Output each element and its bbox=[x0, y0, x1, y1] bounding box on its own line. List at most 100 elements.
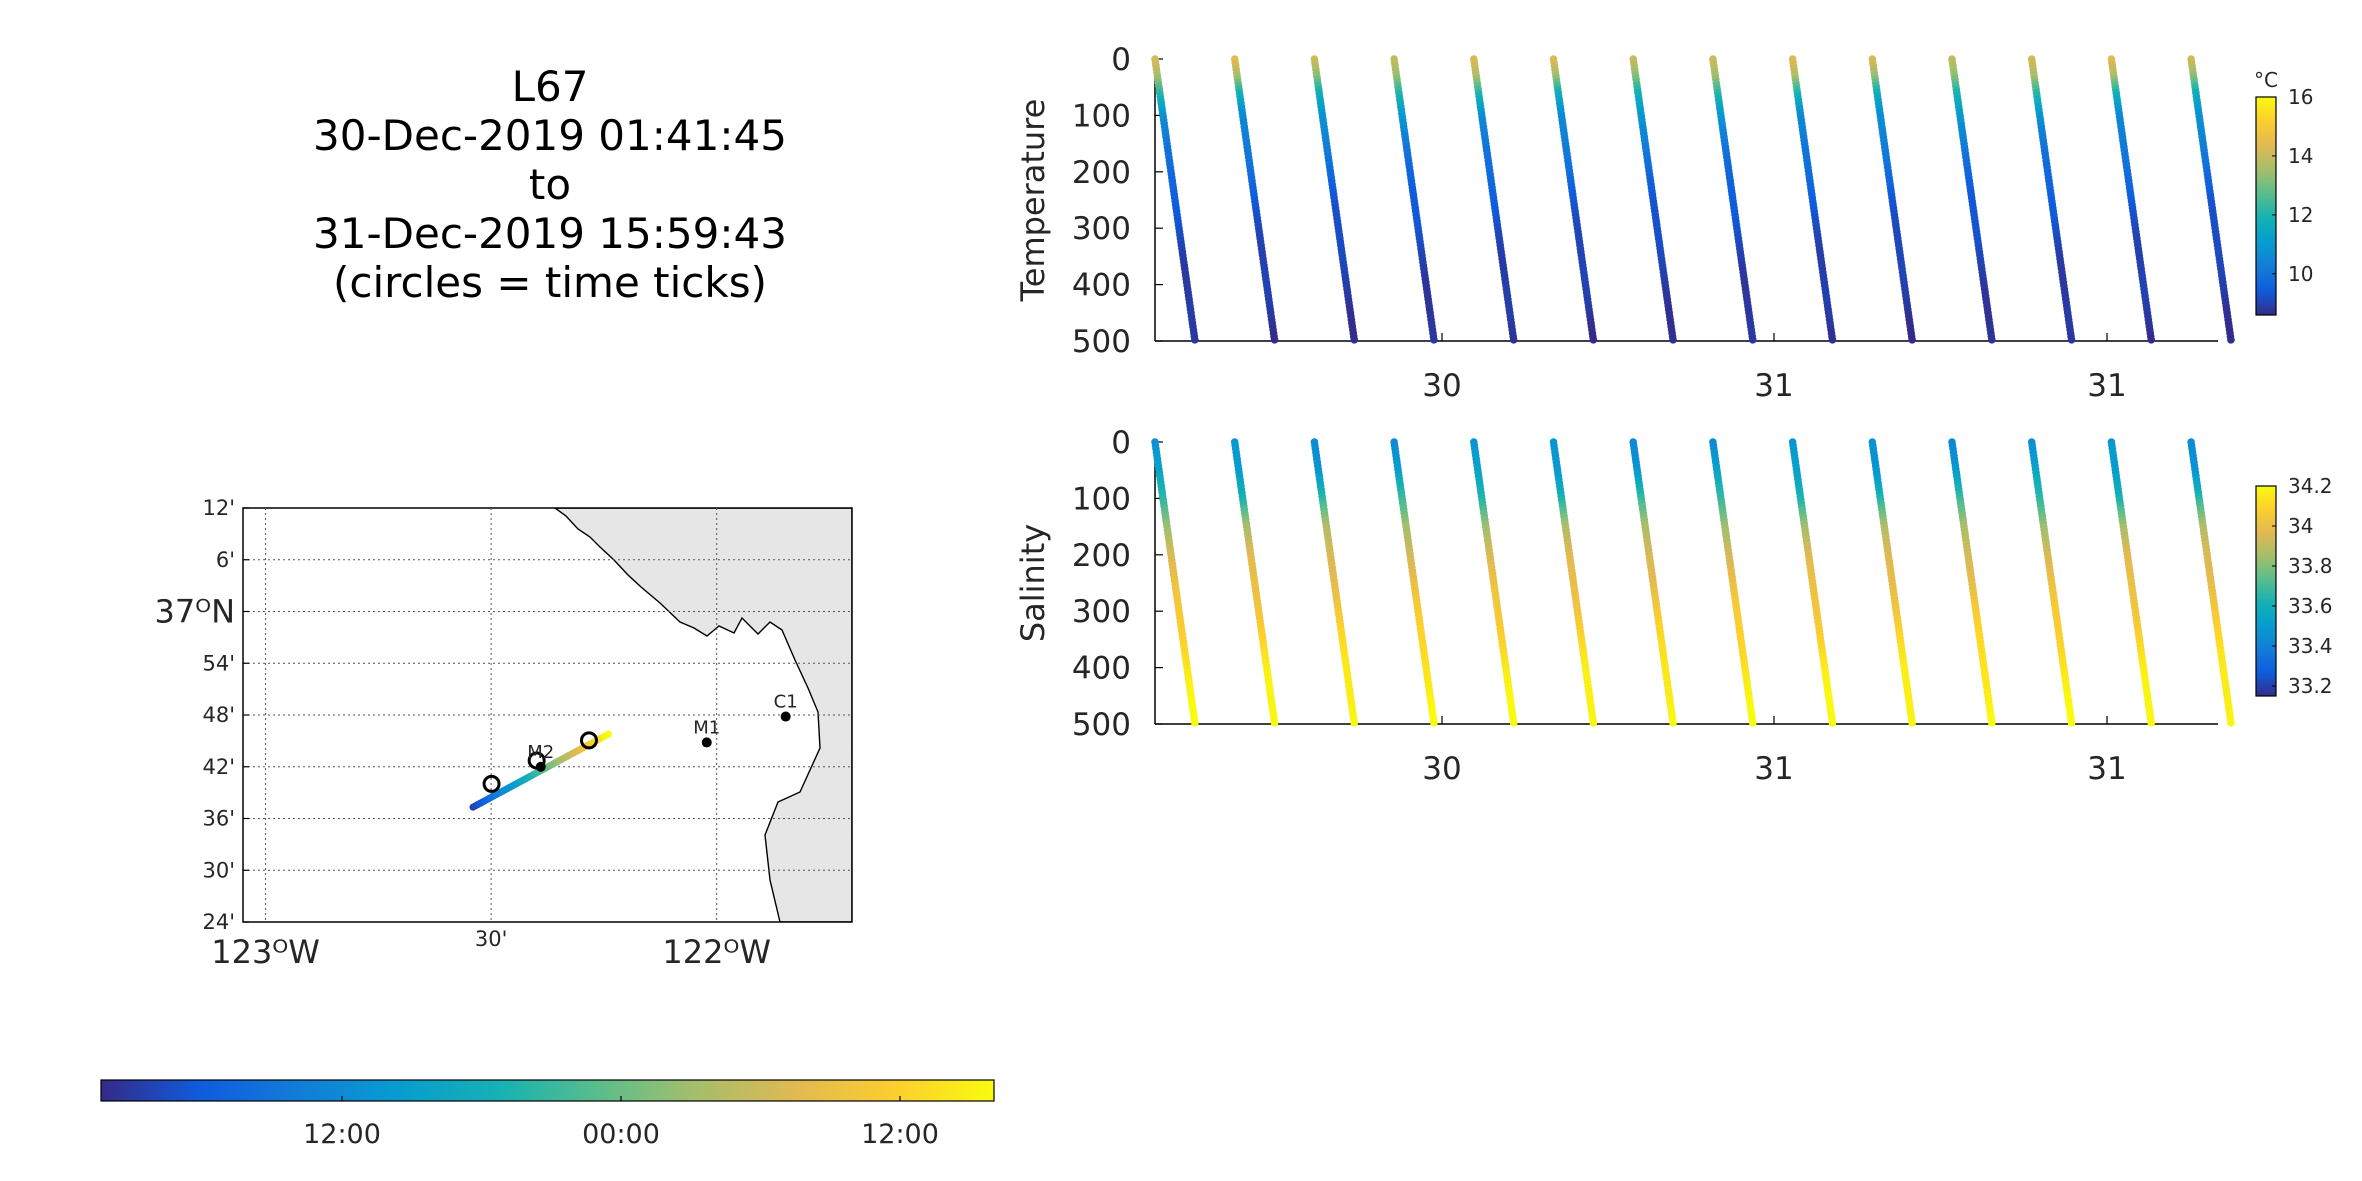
sal-y-tick-label: 0 bbox=[1111, 425, 1131, 461]
temp-y-tick-label: 0 bbox=[1111, 42, 1131, 78]
land-area bbox=[553, 508, 852, 922]
temp-profile bbox=[1151, 55, 1199, 344]
sal-data-point bbox=[1191, 719, 1199, 727]
sal-data-point bbox=[1270, 719, 1279, 727]
temp-data-point bbox=[1270, 336, 1279, 344]
sal-profile bbox=[1709, 438, 1757, 727]
temp-data-point bbox=[2067, 336, 2076, 344]
station-marker bbox=[701, 737, 712, 748]
station-label: M2 bbox=[527, 742, 554, 763]
temp-data-point bbox=[1669, 336, 1677, 344]
map-panel: 12' 6' 37ᴼN 54' 48' 42' 36' 30' 24' 123ᴼW 30' 122ᴼ… bbox=[154, 496, 853, 971]
temp-profile bbox=[1310, 55, 1359, 344]
temp-data-point bbox=[2147, 336, 2156, 344]
map-lat-tick-label: 30' bbox=[203, 858, 236, 882]
temp-profile bbox=[1470, 55, 1518, 344]
sal-profile bbox=[1230, 438, 1279, 727]
sal-y-axis-label: Salinity bbox=[1014, 524, 1052, 642]
map-lat-tick-label: 37ᴼN bbox=[154, 593, 235, 631]
temp-x-tick-label: 31 bbox=[1754, 368, 1793, 404]
sal-colorbar-label: 34 bbox=[2288, 514, 2313, 538]
map-lon-tick-label: 30' bbox=[475, 927, 508, 951]
map-lon-tick-label: 123ᴼW bbox=[211, 933, 320, 971]
station-marker bbox=[535, 761, 546, 772]
sal-colorbar bbox=[2255, 485, 2277, 697]
sal-data-point bbox=[1908, 719, 1916, 727]
title-line-end-time: 31-Dec-2019 15:59:43 bbox=[313, 209, 787, 258]
temp-data-point bbox=[1828, 336, 1837, 344]
map-lat-tick-label: 6' bbox=[216, 548, 235, 572]
temp-y-tick-label: 100 bbox=[1072, 98, 1131, 134]
temp-colorbar-label: 12 bbox=[2288, 203, 2313, 227]
temp-profile bbox=[1948, 55, 1996, 344]
map-lat-tick-label: 42' bbox=[203, 755, 236, 779]
time-colorbar-label: 12:00 bbox=[303, 1119, 381, 1150]
temp-profile bbox=[2027, 55, 2076, 344]
sal-x-tick-label: 31 bbox=[1754, 751, 1793, 787]
salinity-panel: 0 100 200 300 400 500 30 31 31 Salinity 33.2 33.4 33… bbox=[1014, 425, 2333, 787]
temp-data-point bbox=[1988, 336, 1996, 344]
temp-x-tick-label: 31 bbox=[2087, 368, 2126, 404]
temp-colorbar-label: 14 bbox=[2288, 144, 2313, 168]
sal-data-point bbox=[2067, 719, 2076, 727]
sal-data-point bbox=[1509, 719, 1518, 727]
temperature-panel: 0 100 200 300 400 500 30 31 31 Temperature 10 12 14 1… bbox=[1014, 42, 2313, 404]
temp-data-point bbox=[1191, 336, 1199, 344]
sal-data-point bbox=[1589, 719, 1598, 727]
temp-profile bbox=[1390, 55, 1438, 344]
temp-y-tick-label: 500 bbox=[1072, 324, 1131, 360]
map-grid bbox=[243, 508, 852, 922]
temp-y-tick-label: 200 bbox=[1072, 155, 1131, 191]
title-line-to: to bbox=[528, 160, 572, 209]
map-longitude-ticks: 123ᴼW 30' 122ᴼW bbox=[211, 927, 771, 971]
sal-profile bbox=[1470, 438, 1518, 727]
sal-y-tick-label: 300 bbox=[1072, 594, 1131, 630]
temp-data-point bbox=[1430, 336, 1438, 344]
temp-x-tick-label: 30 bbox=[1422, 368, 1461, 404]
title-line-note: (circles = time ticks) bbox=[333, 258, 767, 307]
temp-data-point bbox=[1908, 336, 1916, 344]
map-lat-tick-label: 48' bbox=[203, 703, 236, 727]
sal-data-point bbox=[1430, 719, 1438, 727]
title-line-start-time: 30-Dec-2019 01:41:45 bbox=[313, 111, 787, 160]
map-lat-tick-label: 12' bbox=[203, 496, 236, 520]
temp-profile bbox=[1549, 55, 1598, 344]
sal-y-tick-label: 500 bbox=[1072, 707, 1131, 743]
sal-colorbar-label: 33.4 bbox=[2288, 634, 2333, 658]
temp-y-axis-label: Temperature bbox=[1014, 99, 1052, 303]
station-label: C1 bbox=[774, 692, 798, 713]
temp-colorbar-label: 10 bbox=[2288, 262, 2313, 286]
sal-y-tick-label: 100 bbox=[1072, 481, 1131, 517]
map-lat-tick-label: 54' bbox=[203, 651, 236, 675]
map-lon-tick-label: 122ᴼW bbox=[662, 933, 771, 971]
sal-colorbar-label: 33.2 bbox=[2288, 674, 2333, 698]
temp-colorbar-label: 16 bbox=[2288, 85, 2313, 109]
temp-data-point bbox=[1748, 336, 1757, 344]
sal-profile bbox=[2187, 438, 2235, 727]
sal-profile bbox=[1788, 438, 1837, 727]
sal-colorbar-label: 34.2 bbox=[2288, 474, 2333, 498]
track-point bbox=[604, 730, 613, 738]
temp-profile bbox=[1868, 55, 1916, 344]
station-label: M1 bbox=[693, 717, 720, 738]
temp-profile bbox=[1788, 55, 1837, 344]
sal-profile bbox=[1549, 438, 1598, 727]
sal-data-point bbox=[1669, 719, 1677, 727]
time-colorbar-label: 12:00 bbox=[861, 1119, 939, 1150]
figure-title: L67 30-Dec-2019 01:41:45 to 31-Dec-2019 … bbox=[250, 62, 850, 307]
temp-profile bbox=[1709, 55, 1757, 344]
time-tick-circle bbox=[580, 731, 599, 750]
map-lat-tick-label: 36' bbox=[203, 807, 236, 831]
sal-y-tick-label: 200 bbox=[1072, 538, 1131, 574]
mooring-stations: M2 M1 C1 bbox=[527, 692, 798, 772]
temp-profile bbox=[1230, 55, 1279, 344]
sal-profile bbox=[1948, 438, 1996, 727]
time-colorbar-fill bbox=[100, 1079, 995, 1102]
temp-data-point bbox=[1589, 336, 1598, 344]
temp-data-point bbox=[1509, 336, 1518, 344]
sal-y-tick-label: 400 bbox=[1072, 651, 1131, 687]
sal-profile bbox=[1151, 438, 1199, 727]
sal-data-point bbox=[1828, 719, 1837, 727]
sal-profile bbox=[1390, 438, 1438, 727]
